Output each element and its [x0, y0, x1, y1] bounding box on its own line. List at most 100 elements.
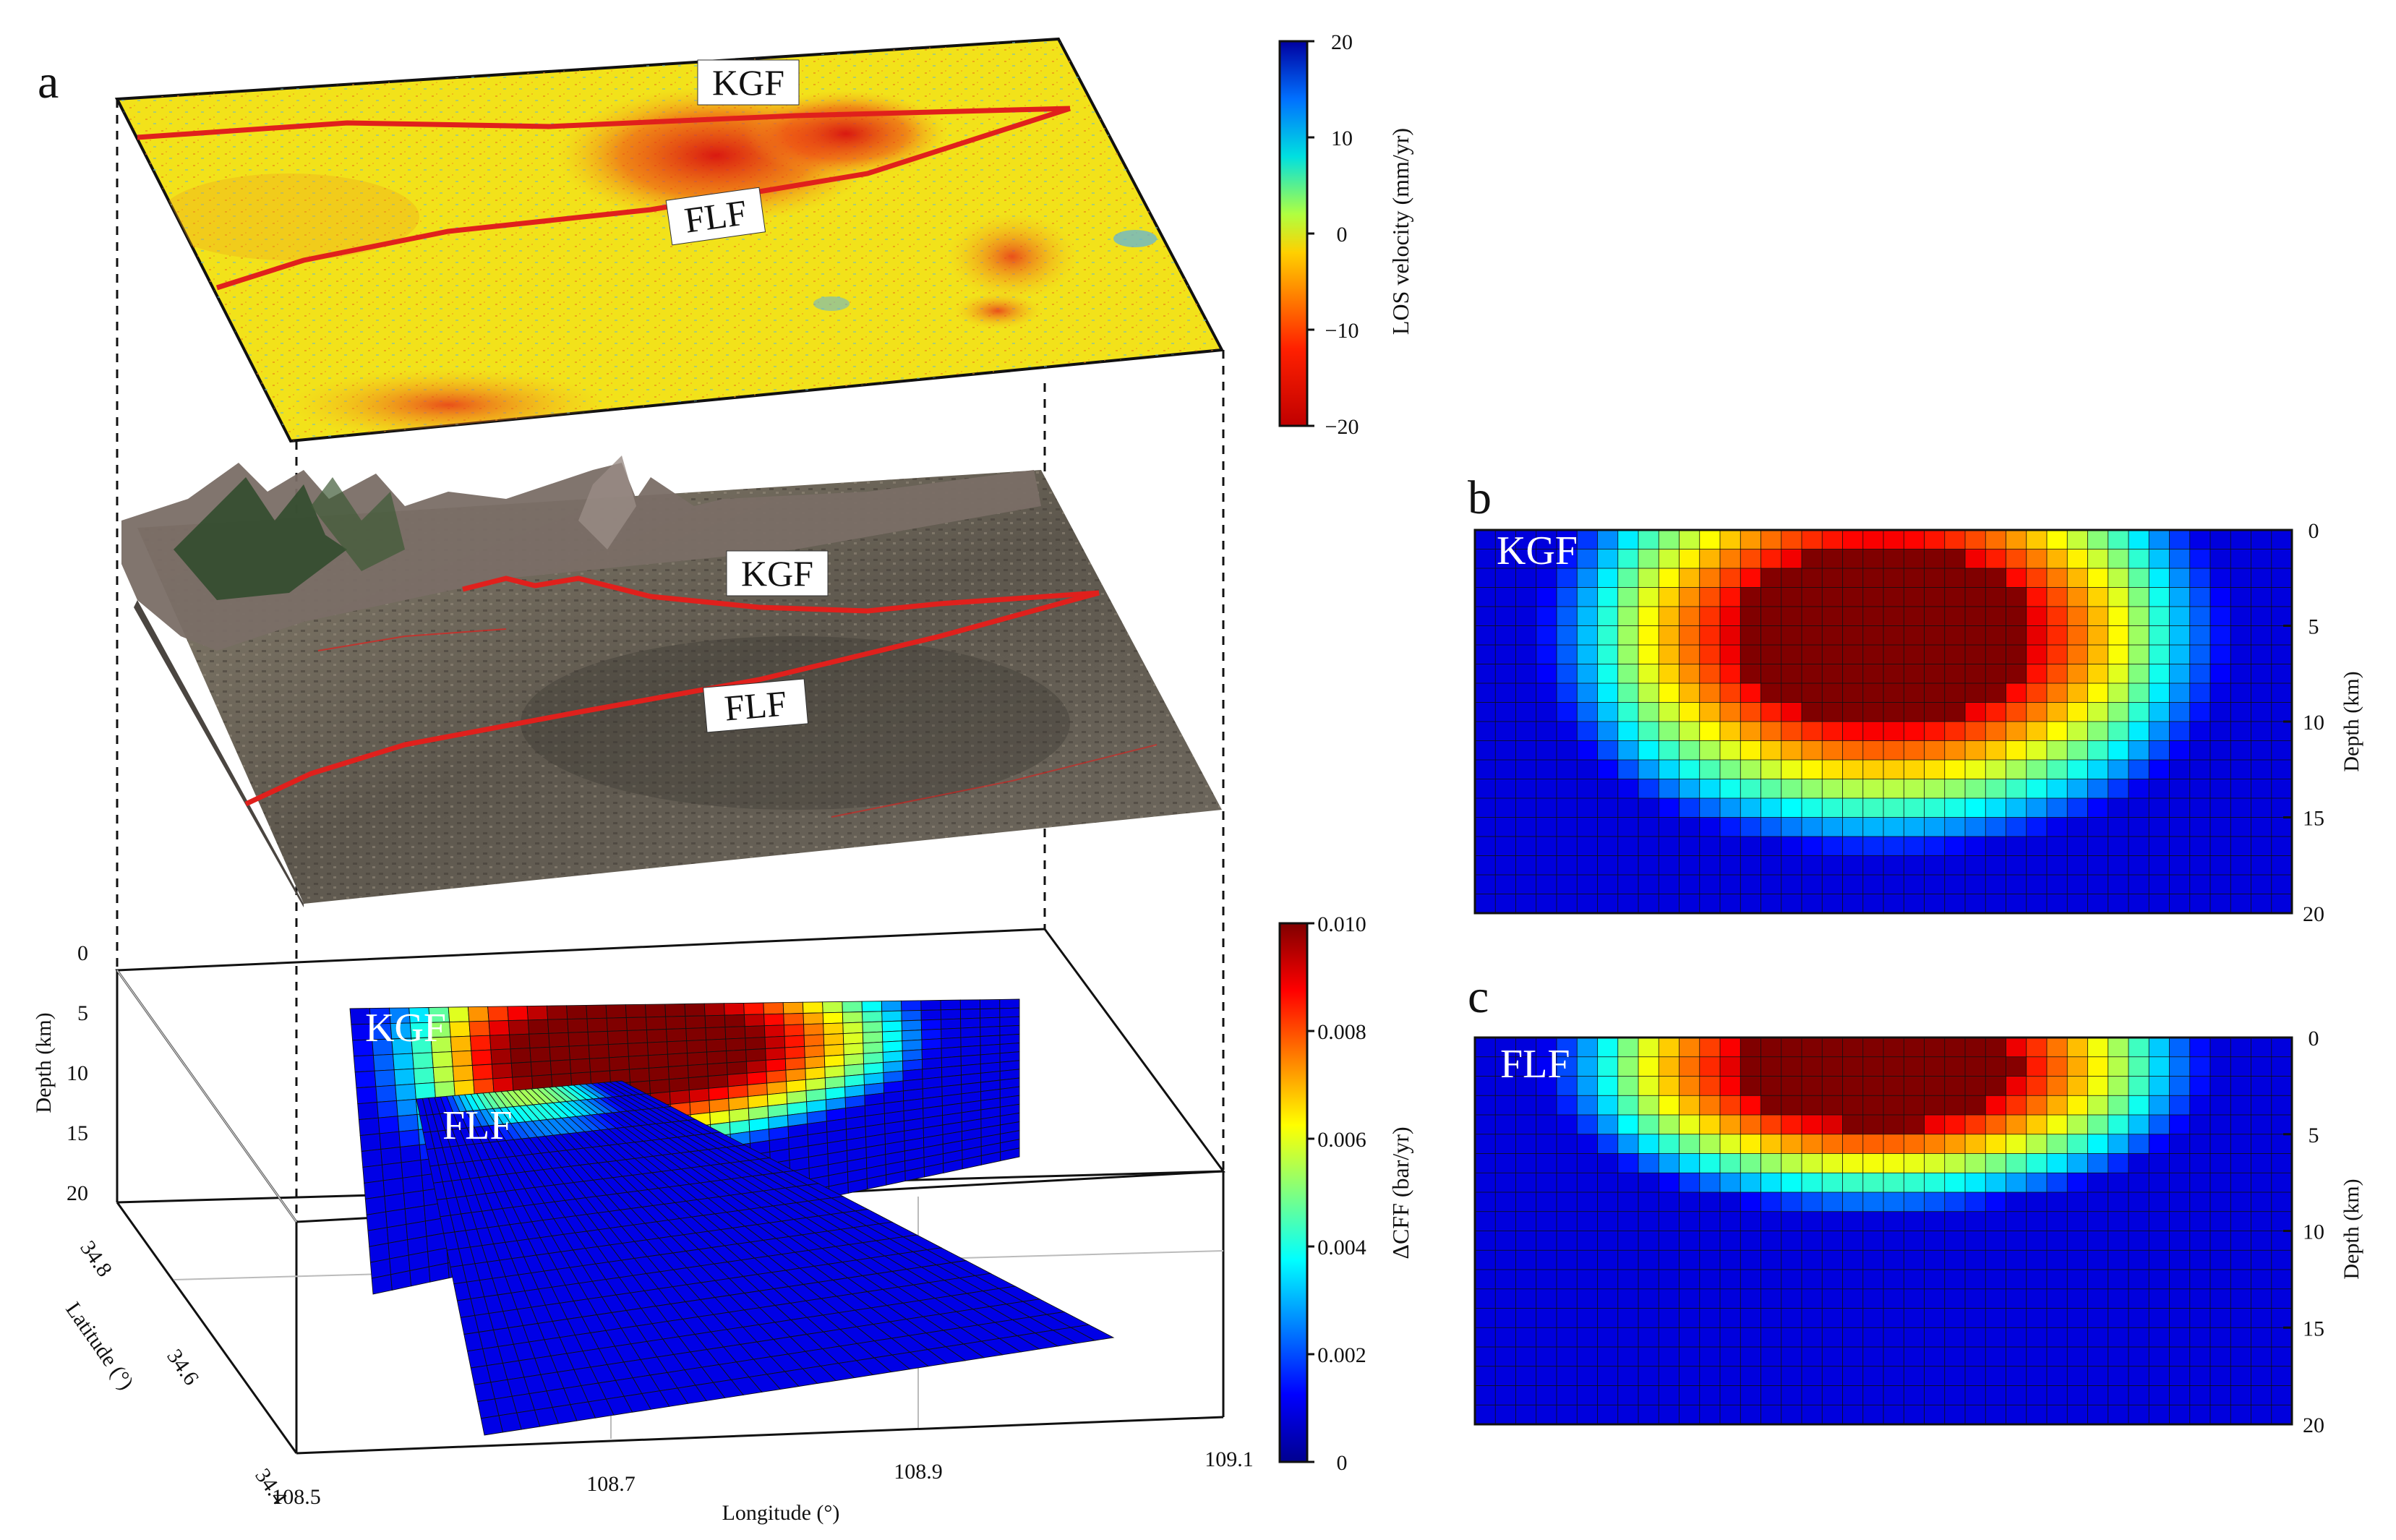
heatmap-cell	[2148, 817, 2170, 837]
heatmap-cell	[1883, 1192, 1905, 1212]
colorbar-tick-label: 0	[1337, 223, 1348, 247]
heatmap-cell	[1821, 1366, 1844, 1387]
heatmap-cell	[2251, 1211, 2272, 1232]
heatmap-cell	[2148, 702, 2170, 722]
slab-cell	[703, 1003, 725, 1017]
heatmap-cell	[2148, 683, 2170, 703]
slab-cell	[842, 1032, 864, 1045]
heatmap-cell	[1903, 740, 1925, 761]
heatmap-cell	[2148, 1308, 2170, 1329]
heatmap-cell	[1494, 721, 1517, 742]
heatmap-cell	[2087, 797, 2109, 818]
heatmap-cell	[1679, 759, 1700, 780]
heatmap-cell	[1944, 1134, 1966, 1155]
heatmap-cell	[1985, 836, 2007, 857]
slab-cell	[724, 1002, 745, 1016]
heatmap-cell	[2026, 1153, 2048, 1174]
heatmap-cell	[1944, 1385, 1966, 1406]
heatmap-cell	[2189, 549, 2211, 569]
heatmap-cell	[2148, 874, 2170, 895]
heatmap-cell	[2006, 1211, 2027, 1232]
slab-cell	[785, 1068, 806, 1082]
heatmap-cell	[1883, 1288, 1905, 1309]
heatmap-cell	[1474, 1269, 1497, 1290]
heatmap-cell	[1760, 1327, 1782, 1348]
heatmap-cell	[1821, 1095, 1844, 1116]
heatmap-cell	[1638, 759, 1660, 780]
heatmap-cell	[2046, 1192, 2068, 1212]
heatmap-cell	[2128, 625, 2150, 646]
heatmap-cell	[1617, 1385, 1639, 1406]
heatmap-cell	[2006, 1366, 2027, 1387]
slab-cell	[941, 1046, 962, 1058]
heatmap-cell	[1515, 1308, 1537, 1329]
heatmap-cell	[1862, 1346, 1884, 1367]
heatmap-cell	[2046, 1037, 2068, 1058]
heatmap-cell	[1576, 836, 1599, 857]
heatmap-cell	[1617, 549, 1639, 569]
heatmap-cell	[2169, 874, 2191, 895]
heatmap-cell	[1924, 1404, 1946, 1425]
heatmap-cell	[1597, 587, 1619, 607]
heatmap-cell	[1576, 1327, 1599, 1348]
heatmap-cell	[2189, 587, 2211, 607]
heatmap-cell	[1964, 1037, 1987, 1058]
heatmap-cell	[2006, 1114, 2027, 1135]
heatmap-cell	[1842, 606, 1864, 627]
heatmap-cell	[1515, 1288, 1537, 1309]
heatmap-cell	[2026, 606, 2048, 627]
heatmap-cell	[1494, 779, 1517, 799]
los-colorbar-label: LOS velocity (mm/yr)	[1387, 128, 1413, 335]
heatmap-cell	[2148, 1056, 2170, 1077]
heatmap-cell	[1760, 1037, 1782, 1058]
heatmap-cell	[2006, 529, 2027, 550]
cff-depth-axis: 0 5 10 15 20 Depth (km)	[32, 941, 88, 1205]
depth-tick-label: 20	[2303, 1413, 2324, 1437]
heatmap-cell	[2006, 1153, 2027, 1174]
heatmap-cell	[1597, 779, 1619, 799]
lon-tick: 108.9	[894, 1460, 943, 1484]
heatmap-cell	[1515, 1037, 1537, 1058]
heatmap-cell	[1903, 1346, 1925, 1367]
heatmap-cell	[1597, 874, 1619, 895]
heatmap-cell	[1638, 568, 1660, 589]
heatmap-cell	[2230, 874, 2252, 895]
heatmap-cell	[2108, 797, 2129, 818]
heatmap-cell	[2128, 779, 2150, 799]
heatmap-cell	[2046, 1366, 2068, 1387]
heatmap-cell	[2026, 625, 2048, 646]
heatmap-cell	[2230, 797, 2252, 818]
heatmap-cell	[1821, 1211, 1844, 1232]
slab-cell	[960, 1036, 981, 1048]
heatmap-cell	[2026, 529, 2048, 550]
heatmap-cell	[1556, 1192, 1578, 1212]
heatmap-cell	[1760, 836, 1782, 857]
heatmap-cell	[1883, 1076, 1905, 1097]
heatmap-cell	[1842, 1288, 1864, 1309]
heatmap-cell	[2006, 683, 2027, 703]
heatmap-cell	[1719, 836, 1742, 857]
heatmap-cell	[1821, 606, 1844, 627]
heatmap-cell	[2046, 874, 2068, 895]
heatmap-cell	[2087, 587, 2109, 607]
heatmap-cell	[1494, 1211, 1517, 1232]
heatmap-cell	[1515, 1095, 1537, 1116]
slab-cell	[745, 1059, 767, 1074]
heatmap-cell	[1474, 683, 1497, 703]
heatmap-cell	[2169, 625, 2191, 646]
heatmap-cell	[1883, 759, 1905, 780]
heatmap-cell	[2169, 1056, 2191, 1077]
heatmap-cell	[1924, 1095, 1946, 1116]
heatmap-cell	[2169, 740, 2191, 761]
heatmap-cell	[2128, 1404, 2150, 1425]
heatmap-cell	[2006, 1095, 2027, 1116]
slab-cell	[687, 1064, 709, 1079]
heatmap-cell	[1699, 1056, 1721, 1077]
heatmap-cell	[1494, 1076, 1517, 1097]
heatmap-cell	[2189, 740, 2211, 761]
depth-tick-label: 10	[2303, 711, 2324, 735]
heatmap-cell	[2006, 817, 2027, 837]
heatmap-cell	[2108, 1249, 2129, 1270]
heatmap-cell	[2148, 1249, 2170, 1270]
heatmap-cell	[1924, 702, 1946, 722]
